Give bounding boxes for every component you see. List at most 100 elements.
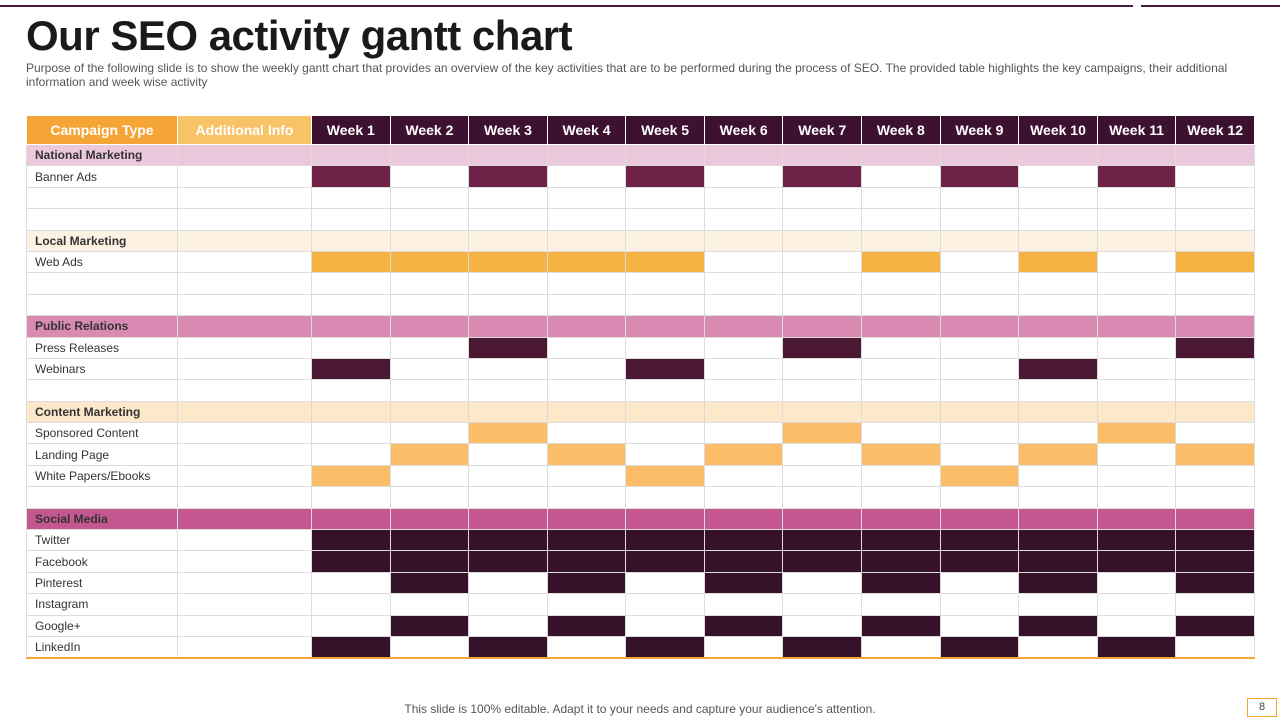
slide-title: Our SEO activity gantt chart <box>26 12 573 59</box>
empty-week-cell <box>939 250 1020 274</box>
empty-week-cell <box>546 165 627 188</box>
gantt-bar-cell <box>1018 614 1098 637</box>
gantt-bar-cell <box>389 614 470 637</box>
empty-week-cell <box>939 486 1020 509</box>
gantt-bar-cell <box>1175 443 1255 466</box>
section-fill-cell <box>1096 400 1177 424</box>
header-week-11: Week 11 <box>1096 115 1177 145</box>
gantt-bar-cell <box>468 250 548 274</box>
empty-week-cell <box>939 614 1020 637</box>
gantt-bar-cell <box>861 550 941 573</box>
empty-week-cell <box>311 486 391 509</box>
gantt-bar-cell <box>1018 443 1098 466</box>
section-fill-cell <box>939 315 1020 338</box>
additional-info-cell <box>177 165 312 188</box>
empty-week-cell <box>939 272 1020 295</box>
gantt-bar-cell <box>468 635 548 660</box>
empty-week-cell <box>861 272 941 295</box>
section-fill-cell <box>468 507 548 531</box>
empty-week-cell <box>311 293 391 317</box>
empty-week-cell <box>1175 186 1255 210</box>
gantt-bar-cell <box>625 357 705 381</box>
empty-week-cell <box>703 422 784 445</box>
empty-week-cell <box>1018 293 1098 317</box>
empty-week-cell <box>468 571 548 595</box>
task-label <box>26 208 178 231</box>
footer-note: This slide is 100% editable. Adapt it to… <box>404 702 876 716</box>
empty-week-cell <box>625 443 705 466</box>
gantt-bar-cell <box>1175 529 1255 552</box>
empty-week-cell <box>389 379 470 402</box>
page-number: 8 <box>1247 698 1277 717</box>
task-row <box>26 208 1255 231</box>
section-fill-cell <box>1018 143 1098 167</box>
empty-week-cell <box>1096 186 1177 210</box>
task-row <box>26 186 1255 210</box>
task-label: Sponsored Content <box>26 422 178 445</box>
empty-week-cell <box>389 486 470 509</box>
empty-week-cell <box>389 208 470 231</box>
header-week-4: Week 4 <box>546 115 627 145</box>
empty-week-cell <box>389 336 470 359</box>
section-fill-cell <box>1096 143 1177 167</box>
gantt-bar-cell <box>625 250 705 274</box>
empty-week-cell <box>546 186 627 210</box>
empty-week-cell <box>861 486 941 509</box>
section-fill-cell <box>177 143 312 167</box>
additional-info-cell <box>177 272 312 295</box>
empty-week-cell <box>546 336 627 359</box>
task-row: Webinars <box>26 357 1255 381</box>
empty-week-cell <box>1175 272 1255 295</box>
section-fill-cell <box>389 315 470 338</box>
gantt-table: Campaign Type Additional Info Week 1 Week… <box>26 115 1255 660</box>
gantt-bar-cell <box>311 464 391 488</box>
top-rule-left <box>0 5 1133 7</box>
task-label <box>26 272 178 295</box>
gantt-bar-cell <box>703 614 784 637</box>
task-label <box>26 293 178 317</box>
section-fill-cell <box>468 315 548 338</box>
empty-week-cell <box>939 186 1020 210</box>
section-fill-cell <box>1096 315 1177 338</box>
empty-week-cell <box>861 336 941 359</box>
empty-week-cell <box>546 464 627 488</box>
section-fill-cell <box>177 507 312 531</box>
gantt-body: National Marketing Banner Ads Local Market… <box>26 143 1255 660</box>
empty-week-cell <box>782 464 863 488</box>
gantt-bar-cell <box>1096 529 1177 552</box>
gantt-bar-cell <box>1018 529 1098 552</box>
gantt-bar-cell <box>468 529 548 552</box>
empty-week-cell <box>1018 336 1098 359</box>
gantt-bar-cell <box>389 571 470 595</box>
gantt-bar-cell <box>468 422 548 445</box>
gantt-bar-cell <box>625 635 705 660</box>
gantt-bar-cell <box>861 614 941 637</box>
empty-week-cell <box>546 272 627 295</box>
section-fill-cell <box>1175 507 1255 531</box>
section-fill-cell <box>1018 229 1098 252</box>
gantt-bar-cell <box>703 550 784 573</box>
section-fill-cell <box>939 400 1020 424</box>
section-fill-cell <box>625 143 705 167</box>
section-fill-cell <box>389 400 470 424</box>
section-fill-cell <box>625 229 705 252</box>
empty-week-cell <box>703 635 784 660</box>
section-fill-cell <box>782 229 863 252</box>
task-row: Instagram <box>26 593 1255 616</box>
section-label: National Marketing <box>26 143 178 167</box>
empty-week-cell <box>1096 571 1177 595</box>
gantt-bar-cell <box>389 443 470 466</box>
gantt-bar-cell <box>939 165 1020 188</box>
empty-week-cell <box>1096 357 1177 381</box>
empty-week-cell <box>389 464 470 488</box>
empty-week-cell <box>782 272 863 295</box>
gantt-bar-cell <box>782 550 863 573</box>
empty-week-cell <box>703 357 784 381</box>
section-fill-cell <box>311 507 391 531</box>
empty-week-cell <box>468 443 548 466</box>
empty-week-cell <box>311 571 391 595</box>
empty-week-cell <box>468 464 548 488</box>
section-fill-cell <box>468 400 548 424</box>
header-week-3: Week 3 <box>468 115 548 145</box>
section-fill-cell <box>177 400 312 424</box>
